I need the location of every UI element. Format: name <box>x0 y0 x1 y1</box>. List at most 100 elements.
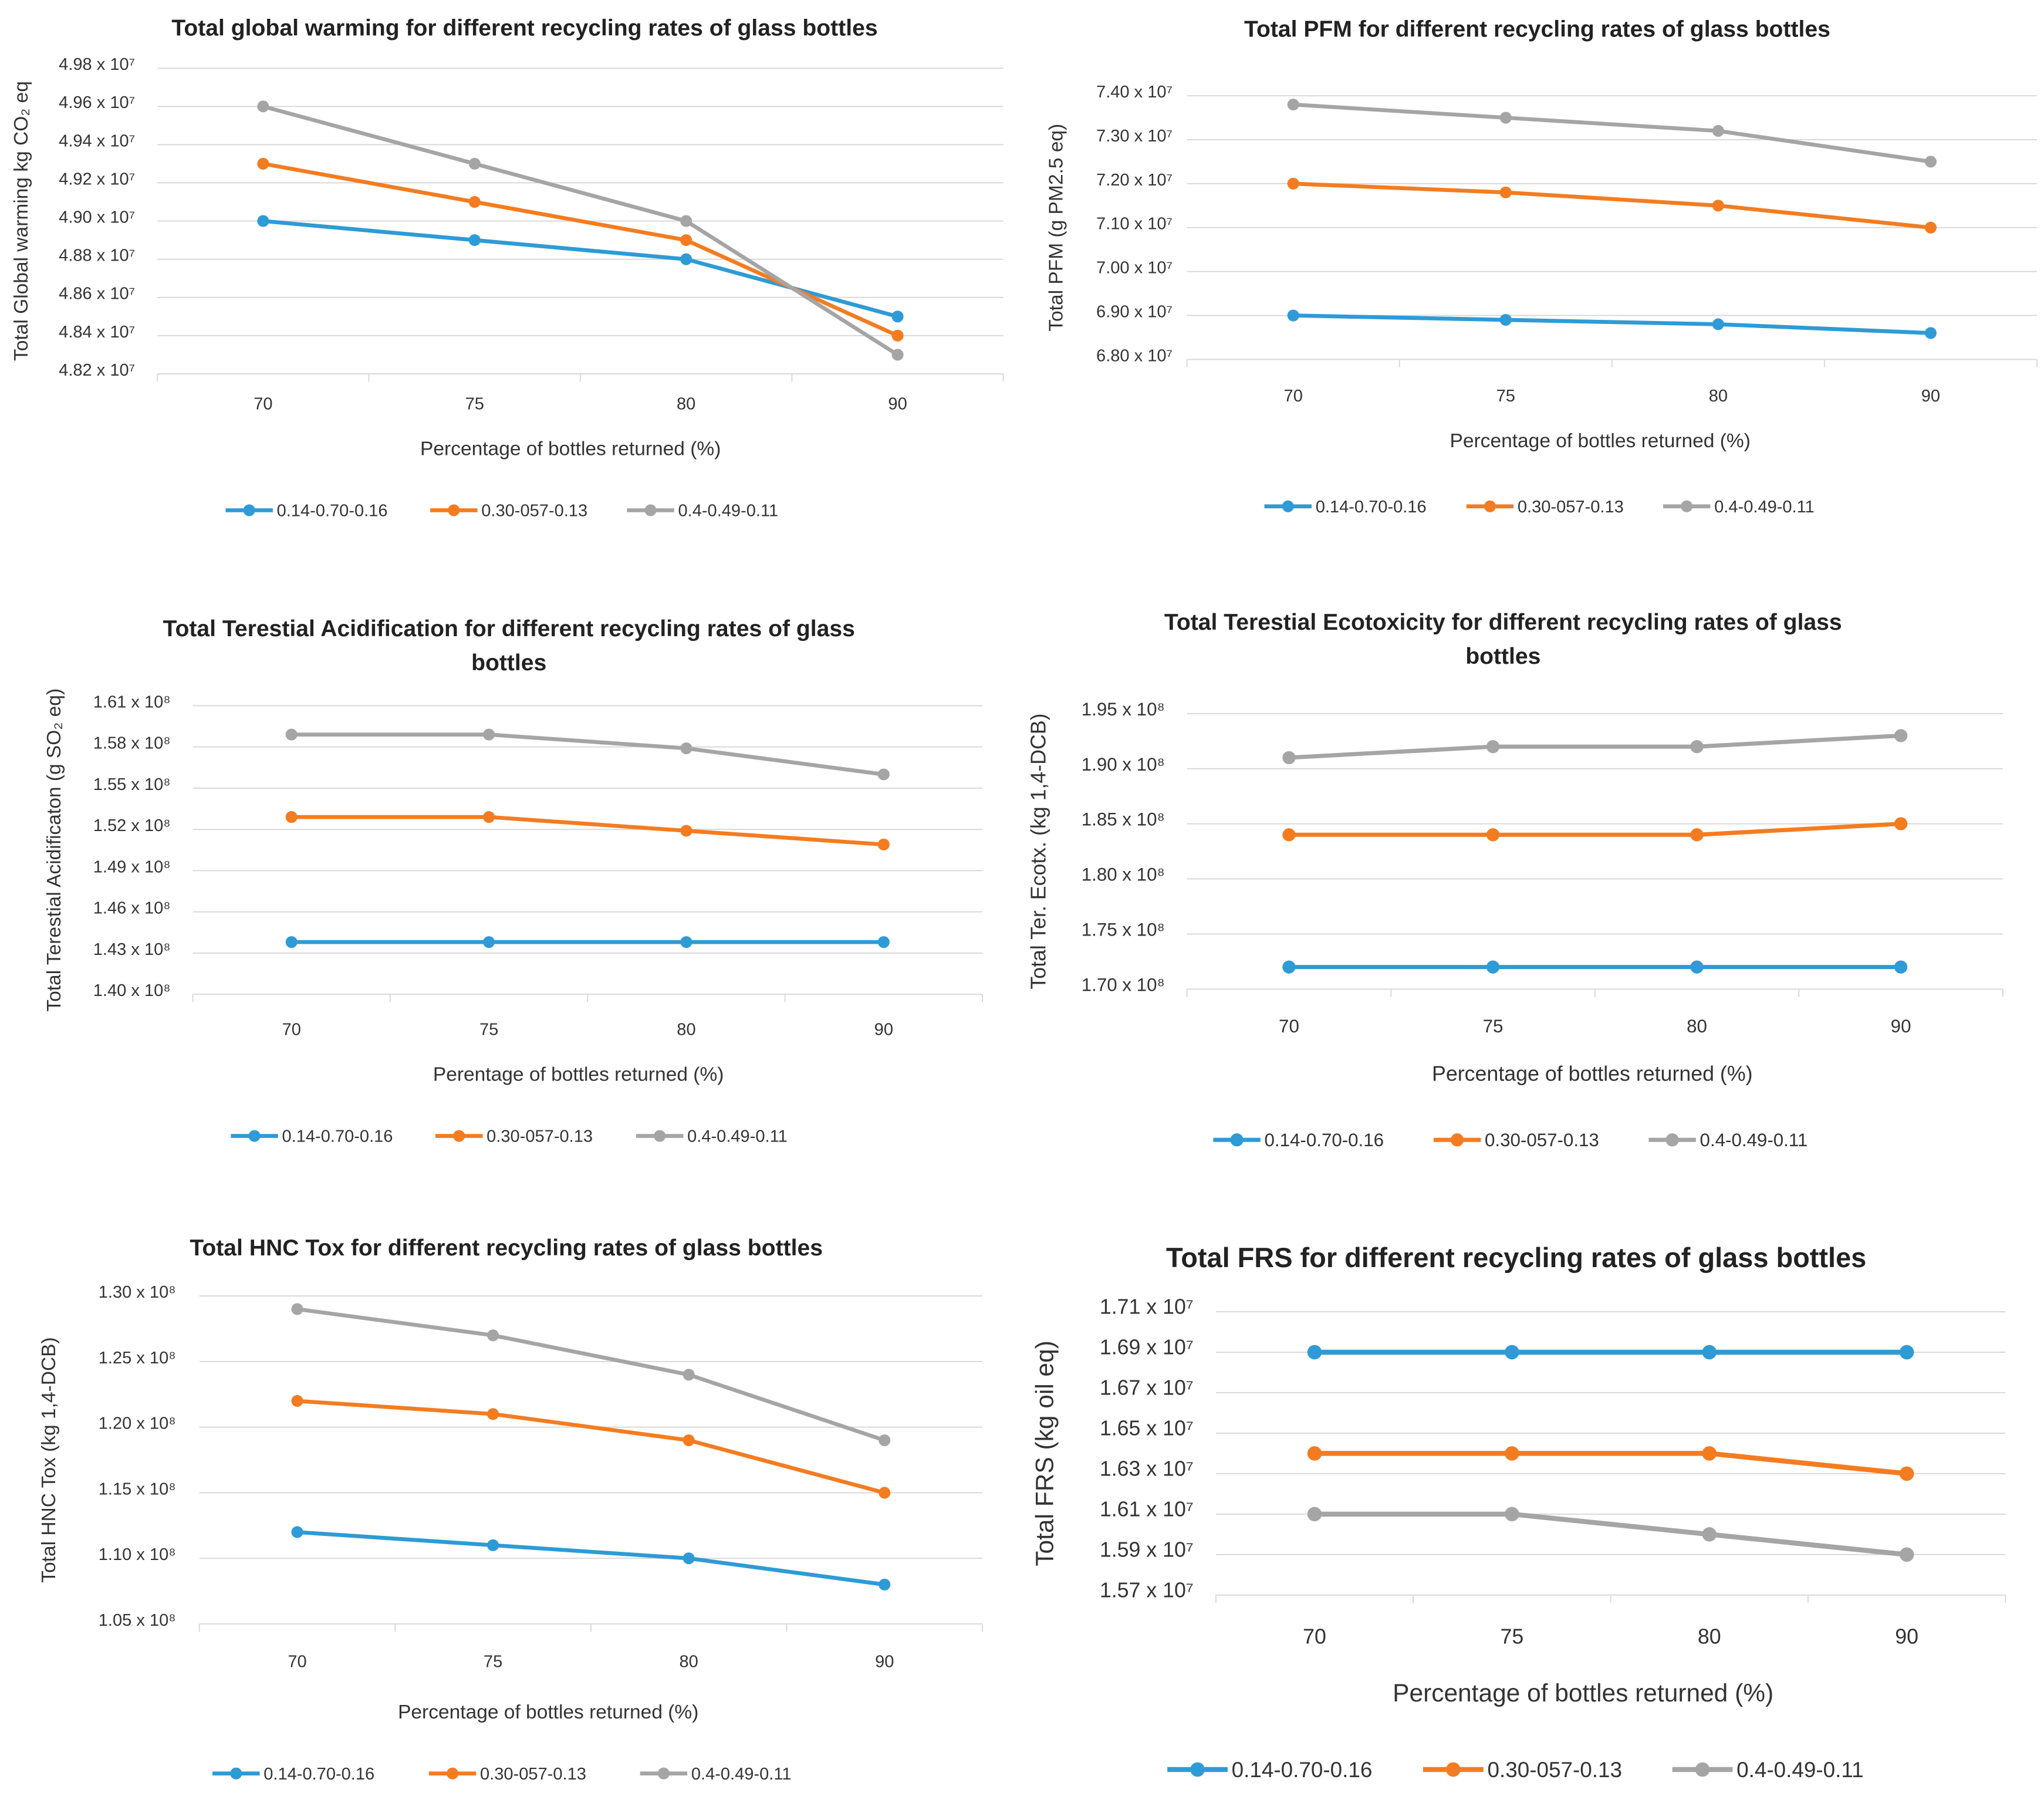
data-point <box>468 234 481 247</box>
data-point <box>680 234 692 247</box>
legend-label: 0.4-0.49-0.11 <box>678 502 778 521</box>
y-tick-label: 1.25 x 10⁸ <box>99 1349 176 1367</box>
chart-3: Total Terestial Acidification for differ… <box>43 616 984 1146</box>
data-point <box>1712 318 1724 330</box>
x-tick-label: 75 <box>1483 1016 1504 1036</box>
y-axis-label: Total Global warming kg CO₂ eq <box>11 81 32 361</box>
legend-label: 0.30-057-0.13 <box>1485 1130 1599 1150</box>
x-tick-label: 75 <box>1501 1625 1524 1648</box>
y-tick-label: 1.49 x 10⁸ <box>93 857 171 876</box>
y-tick-label: 7.00 x 10⁷ <box>1096 259 1173 278</box>
legend-label: 0.30-057-0.13 <box>481 502 587 521</box>
data-point <box>879 1434 891 1447</box>
y-tick-label: 1.20 x 10⁸ <box>99 1414 176 1433</box>
legend-marker <box>1484 500 1496 512</box>
series-line <box>1289 822 1901 837</box>
legend-label: 0.30-057-0.13 <box>480 1765 586 1784</box>
data-point <box>877 936 890 948</box>
data-point <box>1702 1527 1717 1542</box>
x-tick-label: 80 <box>677 394 695 413</box>
data-point <box>1486 740 1500 754</box>
series-line <box>1293 102 1931 164</box>
series-line <box>1293 313 1931 335</box>
y-tick-label: 1.61 x 10⁷ <box>1100 1497 1194 1521</box>
data-point <box>1894 817 1908 830</box>
chart-title: Total Terestial Ecotoxicity for differen… <box>1164 610 1842 635</box>
y-tick-label: 1.43 x 10⁸ <box>93 940 171 959</box>
legend-marker <box>1282 500 1294 512</box>
y-tick-label: 4.86 x 10⁷ <box>59 285 135 303</box>
x-tick-label: 90 <box>1895 1625 1918 1648</box>
y-tick-label: 1.55 x 10⁸ <box>93 775 171 794</box>
series-line <box>297 1530 885 1587</box>
x-tick-label: 90 <box>1921 387 1940 406</box>
y-tick-label: 1.67 x 10⁷ <box>1100 1376 1194 1400</box>
data-point <box>683 1369 695 1381</box>
y-tick-label: 1.90 x 10⁸ <box>1082 754 1165 775</box>
y-tick-label: 7.10 x 10⁷ <box>1096 215 1173 234</box>
y-tick-label: 7.20 x 10⁷ <box>1096 171 1173 190</box>
y-axis-label: Total Ter. Ecotx. (kg 1,4-DCB) <box>1026 713 1050 989</box>
x-axis-label: Percentage of bottles returned (%) <box>1393 1679 1773 1707</box>
series-line <box>262 104 899 357</box>
legend-label: 0.4-0.49-0.11 <box>1714 498 1815 516</box>
series-line <box>297 1307 886 1443</box>
x-tick-label: 70 <box>1303 1625 1326 1648</box>
data-point <box>1499 112 1512 124</box>
y-tick-label: 1.58 x 10⁸ <box>93 734 171 753</box>
legend-marker <box>230 1767 242 1780</box>
data-point <box>680 825 692 837</box>
data-point <box>257 100 269 113</box>
y-axis-label: Total FRS (kg oil eq) <box>1031 1340 1059 1566</box>
y-tick-label: 1.40 x 10⁸ <box>93 981 171 1000</box>
y-tick-label: 4.90 x 10⁷ <box>59 208 135 227</box>
data-point <box>1282 828 1296 842</box>
data-point <box>1899 1547 1914 1562</box>
data-point <box>291 1303 303 1315</box>
data-point <box>1702 1446 1717 1461</box>
y-tick-label: 6.80 x 10⁷ <box>1096 346 1173 365</box>
legend-label: 0.4-0.49-0.11 <box>691 1765 792 1784</box>
x-tick-label: 90 <box>888 394 907 413</box>
data-point <box>680 215 692 227</box>
y-tick-label: 1.57 x 10⁷ <box>1100 1578 1194 1602</box>
legend-label: 0.4-0.49-0.11 <box>687 1127 788 1146</box>
x-tick-label: 80 <box>1687 1016 1707 1036</box>
series-line <box>291 732 884 776</box>
data-point <box>877 838 890 850</box>
data-point <box>1924 221 1937 234</box>
chart-4: Total Terestial Ecotoxicity for differen… <box>1026 610 2004 1150</box>
legend-label: 0.30-057-0.13 <box>1518 498 1624 516</box>
x-axis-label: Percentage of bottles returned (%) <box>420 438 721 460</box>
y-axis-label: Total PFM (g PM2.5 eq) <box>1045 124 1067 332</box>
y-tick-label: 1.95 x 10⁸ <box>1082 699 1165 720</box>
x-axis-label: Percentage of bottles returned (%) <box>1432 1062 1752 1086</box>
data-point <box>468 195 481 208</box>
chart-title: Total Terestial Acidification for differ… <box>163 616 855 641</box>
x-tick-label: 75 <box>465 394 484 413</box>
x-tick-label: 90 <box>1891 1016 1911 1036</box>
data-point <box>1505 1446 1519 1461</box>
legend-label: 0.14-0.70-0.16 <box>1316 498 1427 516</box>
legend-label: 0.4-0.49-0.11 <box>1736 1758 1864 1782</box>
x-tick-label: 90 <box>874 1020 893 1039</box>
data-point <box>879 1578 891 1591</box>
data-point <box>1287 99 1299 111</box>
x-axis-label: Percentage of bottles returned (%) <box>398 1701 698 1723</box>
x-tick-label: 80 <box>679 1653 698 1672</box>
y-tick-label: 4.84 x 10⁷ <box>59 323 135 342</box>
y-tick-label: 7.30 x 10⁷ <box>1096 127 1173 146</box>
data-point <box>1899 1466 1914 1481</box>
series-line <box>1315 1451 1907 1477</box>
series-line <box>1289 733 1901 760</box>
chart-1: Total global warming for different recyc… <box>11 15 1004 521</box>
chart-title: bottles <box>1465 644 1540 669</box>
legend-marker <box>1230 1133 1244 1147</box>
series-line <box>1315 1511 1907 1558</box>
x-axis-label: Perentage of bottles returned (%) <box>433 1064 724 1086</box>
data-point <box>1499 313 1512 326</box>
legend-label: 0.14-0.70-0.16 <box>277 502 388 521</box>
x-tick-label: 75 <box>479 1020 498 1039</box>
data-point <box>1307 1446 1322 1461</box>
data-point <box>483 811 495 823</box>
